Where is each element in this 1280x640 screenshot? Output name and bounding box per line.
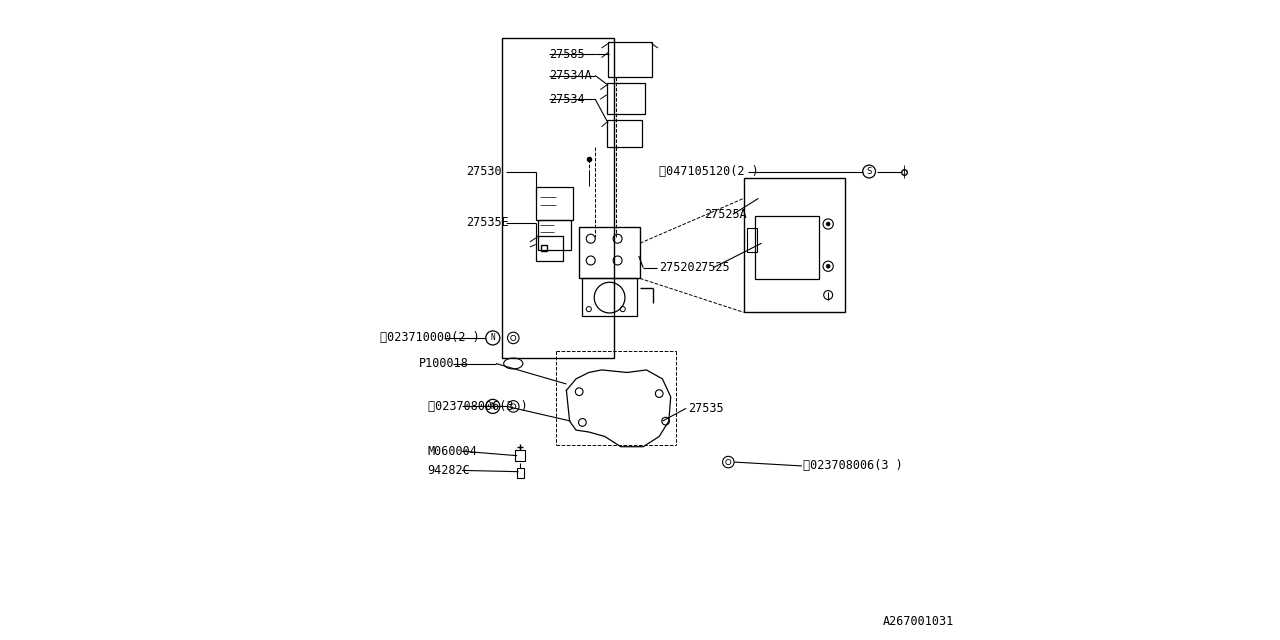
Text: N: N <box>490 402 495 411</box>
Bar <box>502 38 614 358</box>
Bar <box>538 220 571 250</box>
Text: ⓝ023710000(2 ): ⓝ023710000(2 ) <box>379 332 479 344</box>
Bar <box>744 178 845 312</box>
Bar <box>517 468 524 478</box>
Text: Ⓢ047105120(2 ): Ⓢ047105120(2 ) <box>659 165 759 178</box>
Circle shape <box>827 222 831 226</box>
Text: ⓝ023708006(3 ): ⓝ023708006(3 ) <box>428 400 527 413</box>
Text: 27535E: 27535E <box>466 216 508 229</box>
Text: M060004: M060004 <box>428 445 477 458</box>
Bar <box>580 227 640 278</box>
Text: S: S <box>867 167 872 176</box>
Text: 27535: 27535 <box>689 402 723 415</box>
Circle shape <box>827 264 831 268</box>
Text: P100018: P100018 <box>420 357 468 370</box>
Bar <box>608 42 652 77</box>
Bar <box>582 278 637 316</box>
Bar <box>536 187 573 220</box>
Bar <box>748 228 758 252</box>
Text: 94282C: 94282C <box>428 464 470 477</box>
Text: 27585: 27585 <box>549 48 585 61</box>
Text: A267001031: A267001031 <box>882 616 954 628</box>
Bar <box>607 83 645 114</box>
Text: 27525: 27525 <box>694 261 730 274</box>
Text: 27520: 27520 <box>659 261 695 274</box>
Bar <box>516 450 526 461</box>
Text: 27530: 27530 <box>466 165 502 178</box>
Text: ⓝ023708006(3 ): ⓝ023708006(3 ) <box>804 460 902 472</box>
Bar <box>607 120 643 147</box>
Bar <box>755 216 819 279</box>
Bar <box>536 236 563 261</box>
Text: 27525A: 27525A <box>704 208 746 221</box>
Text: 27534: 27534 <box>549 93 585 106</box>
Text: 27534A: 27534A <box>549 69 591 82</box>
Text: N: N <box>490 333 495 342</box>
